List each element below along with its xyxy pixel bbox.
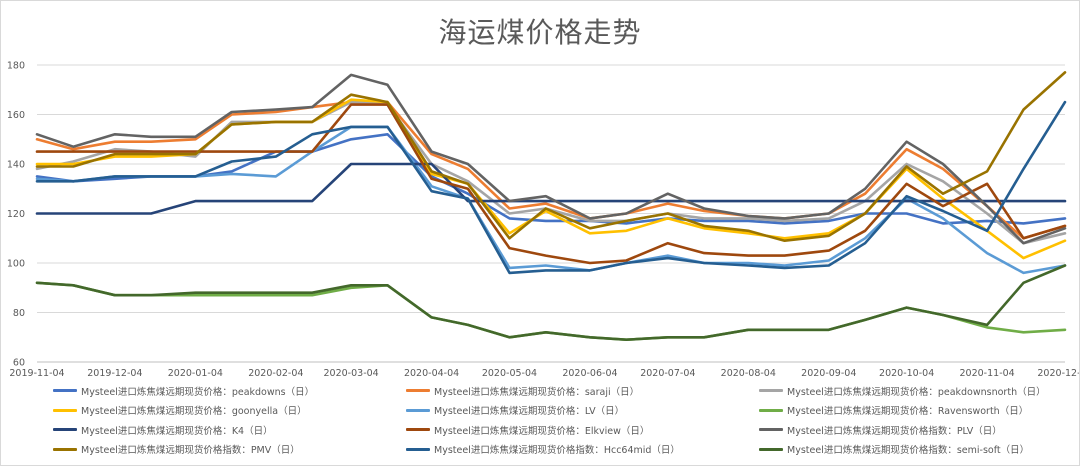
legend-label: Mysteel进口炼焦煤远期现货价格指数：PLV（日） (787, 425, 1002, 437)
series-line (35, 264, 1067, 342)
legend-label: Mysteel进口炼焦煤远期现货价格指数：PMV（日） (81, 445, 300, 457)
legend-swatch (759, 428, 783, 432)
legend-item: Mysteel进口炼焦煤远期现货价格指数：PLV（日） (759, 423, 1002, 437)
series-line (35, 100, 1067, 240)
x-tick-label: 2020-06-04 (562, 368, 617, 379)
x-tick-label: 2020-08-04 (721, 368, 776, 379)
legend-item: Mysteel进口炼焦煤远期现货价格：LV（日） (406, 403, 759, 417)
legend-swatch (406, 447, 430, 451)
y-tick-label: 160 (7, 110, 25, 121)
legend-item: Mysteel进口炼焦煤远期现货价格：Elkview（日） (406, 423, 759, 437)
x-tick-label: 2020-07-04 (640, 368, 695, 379)
legend-item: Mysteel进口炼焦煤远期现货价格：K4（日） (53, 423, 406, 437)
legend-swatch (53, 408, 77, 412)
legend-swatch (406, 389, 430, 393)
series-line (35, 71, 1067, 242)
legend-swatch (406, 428, 430, 432)
legend-label: Mysteel进口炼焦煤远期现货价格：Ravensworth（日） (787, 406, 1029, 418)
legend-label: Mysteel进口炼焦煤远期现货价格：peakdowns（日） (81, 386, 315, 398)
legend-item: Mysteel进口炼焦煤远期现货价格指数：PMV（日） (53, 442, 406, 456)
legend-item: Mysteel进口炼焦煤远期现货价格：saraji（日） (406, 384, 759, 398)
series-line (35, 100, 1067, 275)
legend-swatch (759, 389, 783, 393)
chart-title: 海运煤价格走势 (438, 16, 642, 49)
x-tick-label: 2020-09-04 (801, 368, 856, 379)
legend-row: Mysteel进口炼焦煤远期现货价格：K4（日） Mysteel进口炼焦煤远期现货… (53, 420, 1063, 440)
x-axis-ticks: 2019-11-04 2019-12-04 2020-01-04 2020-02-04… (9, 368, 1079, 379)
series-line (35, 98, 1067, 260)
legend-label: Mysteel进口炼焦煤远期现货价格：saraji（日） (434, 386, 640, 398)
legend-swatch (53, 389, 77, 393)
legend-item: Mysteel进口炼焦煤远期现货价格指数：Hcc64mid（日） (406, 442, 759, 456)
y-tick-label: 100 (7, 259, 25, 270)
x-tick-label: 2020-05-04 (482, 368, 537, 379)
gridlines (37, 64, 1065, 363)
legend-swatch (53, 447, 77, 451)
y-axis-ticks: 60 80 100 120 140 160 180 (7, 61, 25, 369)
x-tick-label: 2020-10-04 (879, 368, 934, 379)
legend-swatch (759, 447, 783, 451)
legend-swatch (53, 428, 77, 432)
legend-item: Mysteel进口炼焦煤远期现货价格：peakdowns（日） (53, 384, 406, 398)
series-line (35, 103, 1067, 265)
legend-label: Mysteel进口炼焦煤远期现货价格：Elkview（日） (434, 425, 650, 437)
x-tick-label: 2020-04-04 (404, 368, 459, 379)
legend-label: Mysteel进口炼焦煤远期现货价格指数：Hcc64mid（日） (434, 445, 680, 457)
legend-item: Mysteel进口炼焦煤远期现货价格：peakdownsnorth（日） (759, 384, 1046, 398)
legend-swatch (406, 408, 430, 412)
x-tick-label: 2020-12-04 (1037, 368, 1079, 379)
legend-label: Mysteel进口炼焦煤远期现货价格指数：semi-soft（日） (787, 445, 1030, 457)
legend-item: Mysteel进口炼焦煤远期现货价格：Ravensworth（日） (759, 403, 1028, 417)
series-lines (35, 71, 1067, 342)
legend: Mysteel进口炼焦煤远期现货价格：peakdowns（日） Mysteel进口… (53, 381, 1063, 459)
x-tick-label: 2020-02-04 (248, 368, 303, 379)
legend-label: Mysteel进口炼焦煤远期现货价格：K4（日） (81, 425, 273, 437)
x-tick-label: 2020-03-04 (324, 368, 379, 379)
legend-swatch (759, 408, 783, 412)
y-tick-label: 120 (7, 209, 25, 220)
legend-item: Mysteel进口炼焦煤远期现货价格：goonyella（日） (53, 403, 406, 417)
legend-row: Mysteel进口炼焦煤远期现货价格指数：PMV（日） Mysteel进口炼焦煤远… (53, 440, 1063, 460)
y-tick-label: 80 (13, 308, 25, 319)
legend-label: Mysteel进口炼焦煤远期现货价格：goonyella（日） (81, 406, 307, 418)
series-line (35, 73, 1067, 245)
y-tick-label: 180 (7, 61, 25, 72)
x-tick-label: 2020-11-04 (960, 368, 1015, 379)
series-line (35, 281, 1067, 342)
x-tick-label: 2019-11-04 (9, 368, 64, 379)
legend-label: Mysteel进口炼焦煤远期现货价格：LV（日） (434, 406, 625, 418)
legend-label: Mysteel进口炼焦煤远期现货价格：peakdownsnorth（日） (787, 386, 1046, 398)
x-tick-label: 2020-01-04 (168, 368, 223, 379)
legend-item: Mysteel进口炼焦煤远期现货价格指数：semi-soft（日） (759, 442, 1029, 456)
y-tick-label: 140 (7, 160, 25, 171)
legend-row: Mysteel进口炼焦煤远期现货价格：peakdowns（日） Mysteel进口… (53, 381, 1063, 401)
y-tick-label: 60 (13, 358, 25, 369)
x-tick-label: 2019-12-04 (87, 368, 142, 379)
legend-row: Mysteel进口炼焦煤远期现货价格：goonyella（日） Mysteel进口… (53, 401, 1063, 421)
